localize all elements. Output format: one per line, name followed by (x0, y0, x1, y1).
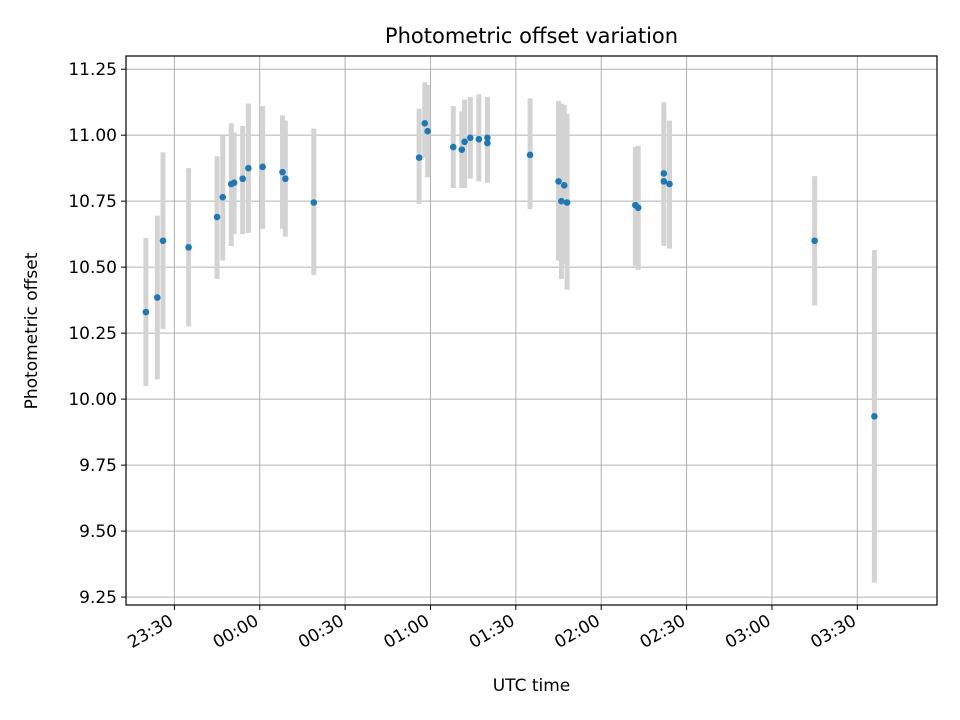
data-point (484, 139, 491, 147)
data-point (239, 175, 246, 183)
data-point (142, 308, 150, 316)
data-point (461, 138, 468, 146)
data-point (660, 170, 668, 177)
y-tick-label: 9.25 (79, 588, 117, 608)
data-point (475, 135, 483, 143)
chart-title: Photometric offset variation (385, 24, 678, 48)
data-point (415, 154, 423, 161)
data-point (154, 294, 161, 301)
data-point (666, 180, 673, 188)
y-tick-label: 10.25 (68, 324, 117, 344)
data-point (526, 151, 534, 159)
data-point (560, 182, 568, 189)
data-point (467, 134, 474, 142)
y-axis-label: Photometric offset (22, 252, 42, 409)
data-point (159, 237, 167, 245)
data-point (449, 143, 457, 151)
data-point (871, 412, 878, 420)
data-point (259, 163, 266, 171)
data-point (424, 127, 431, 135)
y-tick-label: 11.00 (68, 126, 117, 146)
data-point (310, 199, 318, 206)
y-tick-label: 9.75 (79, 456, 117, 476)
y-tick-label: 10.50 (68, 258, 117, 278)
data-point (421, 120, 429, 127)
y-axis: 9.25 9.50 9.75 10.00 10.25 10.50 10.75 11.00 11.… (68, 60, 126, 608)
data-point (484, 134, 491, 142)
data-point (563, 199, 571, 206)
plot-frame (125, 55, 938, 606)
y-tick-label: 10.75 (68, 192, 117, 212)
data-point (811, 237, 818, 245)
data-point (558, 197, 565, 205)
data-point (634, 204, 642, 212)
data-point (230, 179, 238, 186)
data-point (245, 164, 252, 172)
y-tick-label: 11.25 (68, 60, 117, 80)
data-point (279, 168, 286, 176)
data-point (458, 146, 466, 153)
grid (126, 56, 937, 605)
data-point (282, 175, 289, 183)
data-point (219, 193, 227, 201)
y-tick-label: 9.50 (79, 522, 117, 542)
data-points (142, 120, 878, 420)
data-point (660, 178, 668, 185)
data-point (185, 244, 192, 251)
data-point (555, 178, 562, 185)
x-axis-label: UTC time (493, 676, 571, 696)
data-point (213, 213, 221, 221)
y-tick-label: 10.00 (68, 390, 117, 410)
